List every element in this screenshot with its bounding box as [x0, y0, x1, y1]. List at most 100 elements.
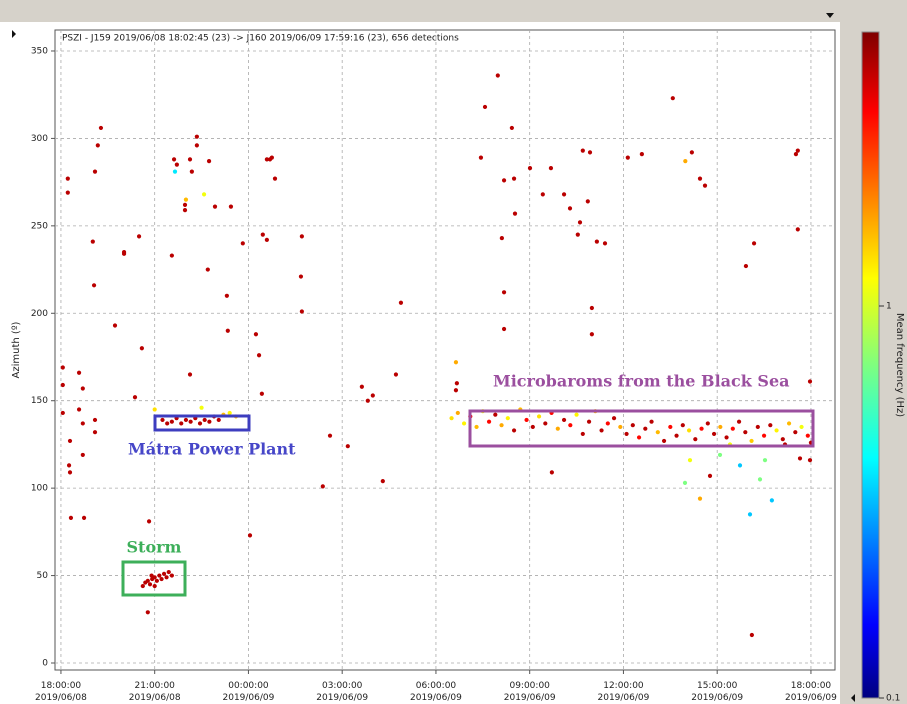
x-tick-label-line: 06:00:00	[416, 681, 457, 691]
plot-header: PSZI - J159 2019/06/08 18:02:45 (23) -> …	[62, 34, 459, 44]
detection-point	[768, 423, 773, 428]
detection-point	[683, 159, 688, 164]
detection-point	[689, 150, 694, 155]
x-tick-label-line: 2019/06/09	[316, 693, 368, 703]
detection-point	[807, 458, 813, 463]
detection-point	[327, 433, 333, 438]
menu-arrow[interactable]	[826, 13, 834, 18]
detection-point	[736, 419, 742, 424]
detection-point	[780, 437, 785, 442]
detection-point	[91, 283, 97, 288]
y-tick-label: 250	[31, 221, 48, 231]
detection-point	[805, 433, 810, 438]
detection-point	[80, 421, 85, 426]
detection-point	[60, 382, 65, 388]
detection-point	[774, 428, 779, 433]
detection-point	[548, 166, 554, 171]
x-tick-label: 09:00:00 2019/06/09	[504, 681, 556, 703]
detection-point	[482, 104, 488, 110]
detection-point	[194, 143, 199, 148]
detection-point	[152, 583, 157, 589]
x-tick-label-line: 09:00:00	[509, 681, 550, 691]
detection-point	[172, 169, 178, 174]
detection-point	[92, 430, 98, 435]
detection-point	[68, 515, 74, 520]
detection-point	[187, 157, 193, 162]
x-tick-label: 15:00:00 2019/06/09	[691, 681, 743, 703]
detection-point	[240, 241, 245, 246]
detection-point	[618, 424, 623, 430]
detection-point	[478, 155, 484, 160]
detection-point	[575, 232, 580, 237]
detection-point	[146, 519, 152, 524]
detection-point	[264, 237, 269, 242]
detection-point	[718, 424, 723, 430]
detection-point	[247, 533, 253, 538]
detection-point	[121, 251, 127, 256]
detection-point	[589, 305, 594, 311]
panel-arrow[interactable]	[12, 30, 16, 38]
x-tick-label: 06:00:00 2019/06/09	[410, 681, 462, 703]
detection-point	[536, 414, 542, 419]
detection-point	[224, 293, 229, 298]
detection-point	[501, 326, 507, 332]
detection-point	[568, 423, 573, 428]
detection-point	[154, 578, 159, 583]
detection-point	[98, 125, 104, 131]
detection-point	[699, 426, 704, 431]
detection-point	[797, 456, 803, 461]
x-tick-label-line: 2019/06/09	[410, 693, 462, 703]
detection-point	[228, 204, 234, 209]
annotation-label: Storm	[127, 538, 182, 557]
detection-point	[199, 405, 204, 410]
x-tick-label-line: 2019/06/09	[598, 693, 650, 703]
detection-point	[730, 426, 735, 431]
detection-point	[188, 419, 193, 424]
detection-point	[807, 379, 813, 384]
detection-point	[269, 155, 274, 160]
x-tick-label: 21:00:00 2019/06/08	[129, 681, 181, 703]
detection-point	[152, 575, 157, 580]
detection-point	[92, 417, 98, 423]
detection-point	[639, 152, 644, 157]
colorbar	[861, 31, 880, 699]
annotation-box	[153, 414, 251, 432]
detection-point	[661, 438, 667, 444]
detection-point	[799, 424, 804, 430]
detection-point	[139, 346, 144, 351]
x-tick-label: 18:00:00 2019/06/09	[785, 681, 837, 703]
detection-point	[320, 484, 325, 489]
detection-point	[743, 430, 748, 435]
detection-point	[686, 428, 692, 433]
x-tick-label-line: 2019/06/08	[35, 693, 87, 703]
detection-point	[589, 332, 594, 337]
detection-point	[92, 169, 98, 174]
detection-point	[625, 155, 630, 160]
detection-point	[299, 309, 304, 314]
colorbar-arrow[interactable]	[851, 694, 855, 702]
detection-point	[393, 372, 399, 377]
detection-point	[762, 458, 768, 463]
detection-point	[171, 157, 177, 162]
detection-point	[81, 515, 87, 520]
detection-point	[743, 263, 749, 269]
detection-point	[505, 416, 510, 421]
plot-frame	[54, 29, 836, 671]
detection-point	[169, 419, 174, 424]
x-tick-label-line: 03:00:00	[322, 681, 363, 691]
detection-point	[76, 407, 82, 412]
detection-point	[795, 227, 800, 232]
detection-point	[182, 208, 188, 213]
detection-point	[227, 410, 232, 416]
detection-point	[668, 424, 673, 430]
detection-point	[67, 438, 73, 444]
detection-point	[165, 421, 170, 426]
detection-point	[509, 125, 514, 131]
detection-point	[205, 267, 210, 272]
detection-point	[201, 192, 207, 197]
detection-point	[599, 428, 604, 433]
detection-point	[511, 176, 517, 181]
detection-point	[630, 423, 635, 428]
detection-point	[749, 438, 754, 444]
detection-point	[587, 150, 593, 155]
